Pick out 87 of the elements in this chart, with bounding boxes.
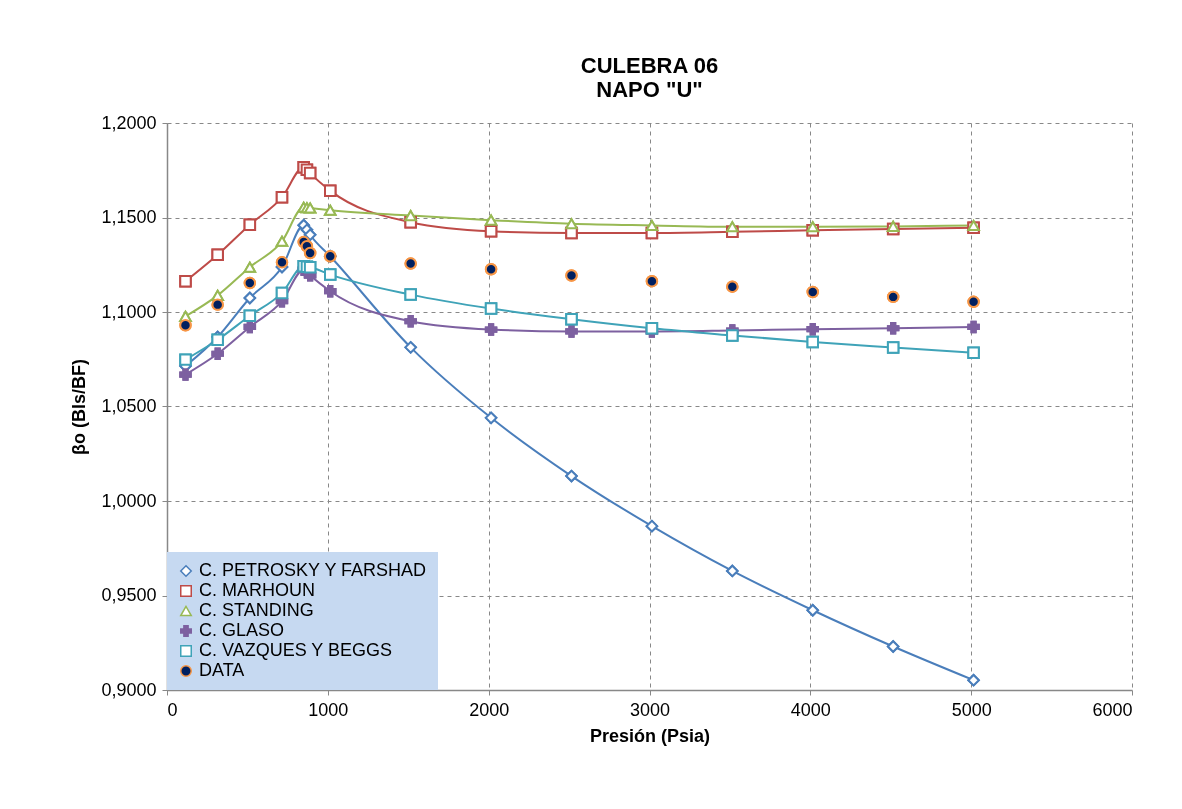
- point: [886, 341, 900, 354]
- point: [211, 289, 224, 301]
- point: [484, 323, 498, 336]
- point: [303, 166, 317, 180]
- point: [726, 329, 739, 342]
- point: [404, 257, 417, 270]
- point: [967, 673, 980, 687]
- point: [726, 221, 739, 233]
- point: [565, 469, 578, 483]
- point: [324, 284, 337, 298]
- point: [645, 274, 659, 288]
- point: [324, 204, 337, 216]
- point: [484, 225, 498, 238]
- y-tick-label: 0,9500: [101, 585, 157, 605]
- point: [484, 411, 498, 425]
- point: [886, 220, 900, 232]
- point: [484, 214, 498, 226]
- point: [275, 286, 289, 300]
- point: [806, 322, 819, 336]
- legend-label: C. PETROSKY Y FARSHAD: [199, 560, 427, 580]
- y-tick-label: 1,2000: [101, 112, 157, 133]
- point: [404, 210, 417, 222]
- legend-label: C. GLASO: [199, 620, 285, 640]
- y-tick-label: 1,1500: [101, 207, 157, 227]
- point: [404, 341, 417, 354]
- point: [484, 263, 498, 276]
- chart-title: CULEBRA 06: [580, 53, 719, 78]
- point: [243, 291, 257, 305]
- point: [565, 218, 578, 230]
- point: [324, 268, 337, 281]
- point: [275, 235, 289, 247]
- point: [806, 604, 819, 617]
- point: [243, 309, 257, 323]
- point: [565, 226, 578, 240]
- point: [645, 219, 659, 231]
- x-tick-label: 0: [167, 699, 178, 720]
- point: [967, 320, 980, 334]
- point: [243, 276, 257, 290]
- legend-label: C. MARHOUN: [199, 580, 315, 600]
- legend-label: C. STANDING: [199, 600, 314, 620]
- point: [726, 280, 739, 293]
- point: [243, 320, 257, 334]
- point: [565, 312, 578, 326]
- point: [275, 256, 289, 269]
- point: [275, 191, 289, 204]
- point: [806, 285, 819, 299]
- point: [211, 298, 224, 311]
- x-tick-label: 2000: [469, 699, 510, 720]
- point: [243, 261, 257, 273]
- point: [645, 519, 659, 533]
- point: [484, 302, 498, 315]
- point: [886, 322, 900, 335]
- point: [806, 335, 819, 349]
- point: [179, 353, 192, 366]
- point: [211, 347, 224, 361]
- x-tick-label: 3000: [629, 699, 671, 720]
- point: [324, 184, 337, 197]
- point: [886, 290, 900, 304]
- point: [303, 228, 317, 241]
- y-axis-title: βo (Bls/BF): [69, 359, 90, 455]
- point: [565, 325, 578, 338]
- point: [565, 269, 578, 282]
- point: [967, 295, 980, 309]
- point: [243, 218, 257, 231]
- point: [211, 248, 224, 261]
- chart-subtitle: NAPO "U": [596, 77, 703, 102]
- y-tick-label: 0,9000: [101, 679, 157, 700]
- y-tick-label: 1,0500: [101, 396, 157, 416]
- point: [179, 368, 192, 381]
- x-tick-label: 6000: [1092, 699, 1133, 720]
- point: [404, 288, 417, 301]
- x-tick-label: 4000: [790, 699, 831, 720]
- point: [179, 274, 192, 288]
- point: [886, 640, 900, 653]
- x-tick-label: 5000: [951, 699, 992, 720]
- legend-label: DATA: [199, 660, 245, 680]
- point: [726, 564, 739, 578]
- y-tick-label: 1,0000: [101, 490, 157, 511]
- y-tick-label: 1,1000: [101, 301, 157, 322]
- point: [967, 346, 980, 360]
- x-tick-label: 1000: [308, 699, 349, 720]
- point: [179, 319, 192, 332]
- point: [404, 315, 417, 328]
- point: [303, 246, 317, 260]
- x-axis-title: Presión (Psia): [589, 725, 711, 746]
- point: [806, 221, 819, 233]
- legend-label: C. VAZQUES Y BEGGS: [199, 640, 393, 660]
